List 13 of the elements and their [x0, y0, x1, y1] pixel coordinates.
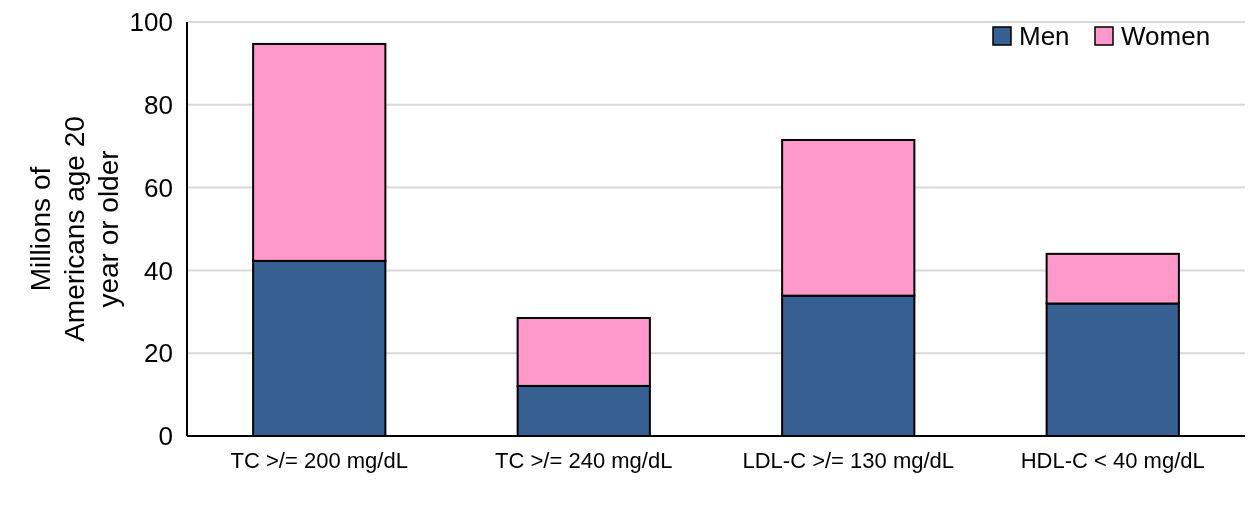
x-tick-label: TC >/= 240 mg/dL — [495, 448, 673, 473]
y-axis-title: Millions of Americans age 20 year or older — [25, 116, 124, 342]
x-tick-label: LDL-C >/= 130 mg/dL — [742, 448, 955, 473]
y-tick-label: 40 — [144, 255, 173, 286]
y-tick-label: 0 — [158, 421, 173, 452]
y-tick-label: 100 — [129, 7, 173, 38]
legend-label: Women — [1121, 21, 1211, 52]
legend-label: Men — [1019, 21, 1070, 52]
x-tick-label: TC >/= 200 mg/dL — [230, 448, 408, 473]
y-tick-label: 20 — [144, 338, 173, 369]
x-tick-label: HDL-C < 40 mg/dL — [1020, 448, 1205, 473]
y-tick-label: 60 — [144, 172, 173, 203]
y-tick-label: 80 — [144, 89, 173, 120]
